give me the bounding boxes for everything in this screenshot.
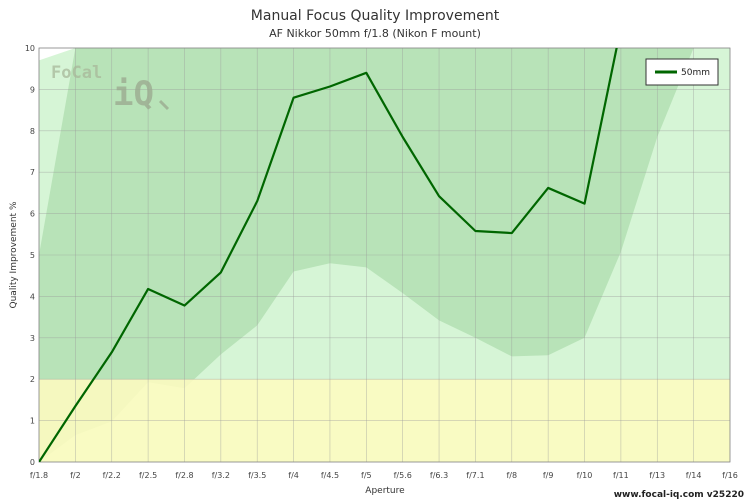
y-axis-label: Quality Improvement % <box>9 201 19 308</box>
x-tick-label: f/10 <box>577 471 593 480</box>
y-tick-label: 7 <box>30 168 35 177</box>
x-tick-label: f/16 <box>722 471 738 480</box>
legend: 50mm <box>645 58 719 86</box>
x-tick-label: f/13 <box>649 471 665 480</box>
chart-title: Manual Focus Quality Improvement <box>251 8 500 24</box>
footer-watermark: www.focal-iq.com v25220 <box>614 490 744 500</box>
x-tick-label: f/3.5 <box>248 471 266 480</box>
x-axis-ticks: f/1.8 f/2 f/2.2 f/2.5 f/2.8 f/3.2 f/3.5 f/4 f/4.… <box>30 471 738 480</box>
x-tick-label: f/2.2 <box>103 471 121 480</box>
logo-text-iq: iQ <box>113 74 154 114</box>
x-tick-label: f/2 <box>70 471 81 480</box>
series-line-50mm <box>39 48 618 462</box>
y-tick-label: 6 <box>30 210 35 219</box>
y-axis-ticks: 0 1 2 3 4 5 6 7 8 9 10 <box>25 44 35 467</box>
magnifier-handle-icon <box>158 99 170 111</box>
y-tick-label: 9 <box>30 85 35 94</box>
y-tick-label: 8 <box>30 127 35 136</box>
x-tick-label: f/3.2 <box>212 471 230 480</box>
legend-label-50mm: 50mm <box>681 68 710 78</box>
chart-subtitle: AF Nikkor 50mm f/1.8 (Nikon F mount) <box>269 27 481 40</box>
x-tick-label: f/5.6 <box>394 471 412 480</box>
x-tick-label: f/7.1 <box>466 471 484 480</box>
focal-iq-logo: FoCal iQ <box>51 63 170 114</box>
series-lines <box>39 48 618 462</box>
y-tick-label: 1 <box>30 417 35 426</box>
grid-lines <box>38 47 731 463</box>
logo-text-focal: FoCal <box>51 63 102 83</box>
x-tick-label: f/2.8 <box>175 471 193 480</box>
y-tick-label: 0 <box>30 458 35 467</box>
y-tick-label: 2 <box>30 375 35 384</box>
x-tick-label: f/5 <box>361 471 372 480</box>
y-tick-label: 10 <box>25 44 35 53</box>
x-tick-label: f/8 <box>506 471 517 480</box>
x-tick-label: f/6.3 <box>430 471 448 480</box>
y-tick-label: 4 <box>30 292 35 301</box>
x-tick-label: f/11 <box>613 471 629 480</box>
plot-border <box>38 47 731 463</box>
x-tick-label: f/1.8 <box>30 471 48 480</box>
x-tick-label: f/14 <box>686 471 702 480</box>
x-tick-label: f/9 <box>543 471 554 480</box>
y-tick-label: 3 <box>30 334 35 343</box>
y-tick-label: 5 <box>30 251 35 260</box>
x-axis-label: Aperture <box>365 486 405 496</box>
x-tick-label: f/2.5 <box>139 471 157 480</box>
x-tick-label: f/4.5 <box>321 471 339 480</box>
x-tick-label: f/4 <box>288 471 299 480</box>
